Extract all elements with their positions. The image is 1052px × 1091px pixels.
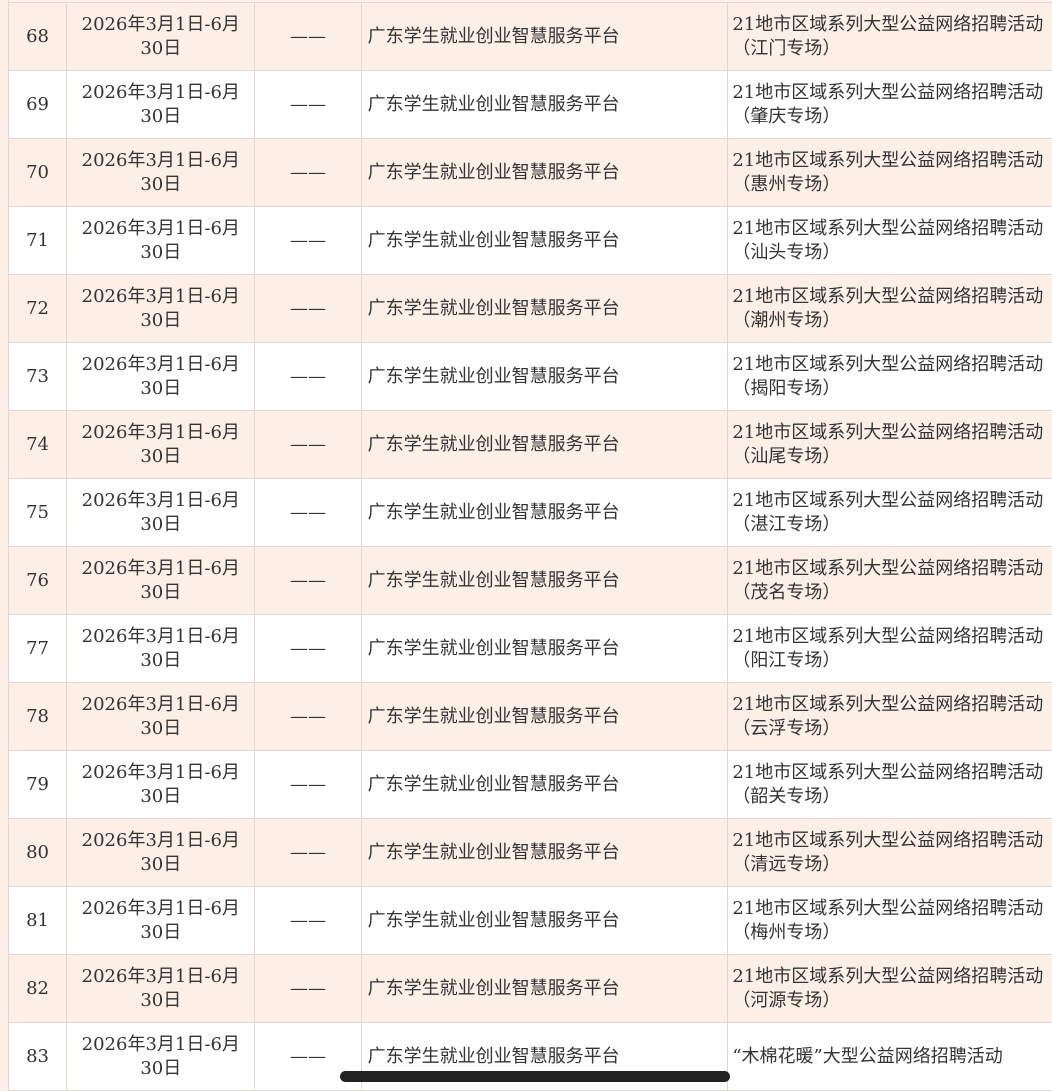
activity-cell: 21地市区域系列大型公益网络招聘活动（湛江专场） (727, 478, 1052, 547)
row-number: 74 (7, 410, 68, 479)
date-cell: 2026年3月1日-6月30日 (66, 410, 256, 479)
date-cell: 2026年3月1日-6月30日 (66, 342, 256, 411)
row-number: 77 (7, 614, 68, 683)
platform-cell: 广东学生就业创业智慧服务平台 (360, 478, 729, 547)
activity-cell: 21地市区域系列大型公益网络招聘活动（河源专场） (727, 954, 1052, 1023)
row-number: 68 (7, 2, 68, 71)
platform-cell: 广东学生就业创业智慧服务平台 (360, 138, 729, 207)
table-row: 77 2026年3月1日-6月30日 —— 广东学生就业创业智慧服务平台 21地市区域系… (7, 614, 1052, 683)
platform-cell: 广东学生就业创业智慧服务平台 (360, 818, 729, 887)
platform-cell: 广东学生就业创业智慧服务平台 (360, 886, 729, 955)
date-cell: 2026年3月1日-6月30日 (66, 274, 256, 343)
organizer-cell: —— (254, 546, 362, 615)
platform-cell: 广东学生就业创业智慧服务平台 (360, 750, 729, 819)
organizer-cell: —— (254, 70, 362, 139)
row-number: 76 (7, 546, 68, 615)
date-cell: 2026年3月1日-6月30日 (66, 750, 256, 819)
activity-cell: 21地市区域系列大型公益网络招聘活动（肇庆专场） (727, 70, 1052, 139)
home-indicator[interactable] (340, 1071, 730, 1082)
date-cell: 2026年3月1日-6月30日 (66, 2, 256, 71)
platform-cell: 广东学生就业创业智慧服务平台 (360, 682, 729, 751)
platform-cell: 广东学生就业创业智慧服务平台 (360, 614, 729, 683)
organizer-cell: —— (254, 410, 362, 479)
activity-cell: 21地市区域系列大型公益网络招聘活动（清远专场） (727, 818, 1052, 887)
activity-cell: 21地市区域系列大型公益网络招聘活动（阳江专场） (727, 614, 1052, 683)
organizer-cell: —— (254, 342, 362, 411)
table-row: 74 2026年3月1日-6月30日 —— 广东学生就业创业智慧服务平台 21地市区域系… (7, 410, 1052, 479)
organizer-cell: —— (254, 614, 362, 683)
row-number: 71 (7, 206, 68, 275)
table-row: 68 2026年3月1日-6月30日 —— 广东学生就业创业智慧服务平台 21地市区域系… (7, 2, 1052, 71)
table-row: 79 2026年3月1日-6月30日 —— 广东学生就业创业智慧服务平台 21地市区域系… (7, 750, 1052, 819)
row-number: 70 (7, 138, 68, 207)
date-cell: 2026年3月1日-6月30日 (66, 614, 256, 683)
activity-cell: 21地市区域系列大型公益网络招聘活动（揭阳专场） (727, 342, 1052, 411)
table-row: 80 2026年3月1日-6月30日 —— 广东学生就业创业智慧服务平台 21地市区域系… (7, 818, 1052, 887)
platform-cell: 广东学生就业创业智慧服务平台 (360, 70, 729, 139)
row-number: 82 (7, 954, 68, 1023)
platform-cell: 广东学生就业创业智慧服务平台 (360, 546, 729, 615)
row-number: 78 (7, 682, 68, 751)
activity-cell: 21地市区域系列大型公益网络招聘活动（云浮专场） (727, 682, 1052, 751)
organizer-cell: —— (254, 682, 362, 751)
organizer-cell: —— (254, 478, 362, 547)
row-number: 80 (7, 818, 68, 887)
date-cell: 2026年3月1日-6月30日 (66, 478, 256, 547)
platform-cell: 广东学生就业创业智慧服务平台 (360, 206, 729, 275)
platform-cell: 广东学生就业创业智慧服务平台 (360, 410, 729, 479)
date-cell: 2026年3月1日-6月30日 (66, 886, 256, 955)
organizer-cell: —— (254, 274, 362, 343)
row-number: 79 (7, 750, 68, 819)
table-row: 83 2026年3月1日-6月30日 —— 广东学生就业创业智慧服务平台 “木棉花暖”大… (7, 1022, 1052, 1091)
platform-cell: 广东学生就业创业智慧服务平台 (360, 342, 729, 411)
organizer-cell: —— (254, 750, 362, 819)
table-row: 69 2026年3月1日-6月30日 —— 广东学生就业创业智慧服务平台 21地市区域系… (7, 70, 1052, 139)
row-number: 72 (7, 274, 68, 343)
date-cell: 2026年3月1日-6月30日 (66, 682, 256, 751)
organizer-cell: —— (254, 138, 362, 207)
activity-cell: 21地市区域系列大型公益网络招聘活动（梅州专场） (727, 886, 1052, 955)
table-row: 73 2026年3月1日-6月30日 —— 广东学生就业创业智慧服务平台 21地市区域系… (7, 342, 1052, 411)
organizer-cell: —— (254, 2, 362, 71)
table-row: 76 2026年3月1日-6月30日 —— 广东学生就业创业智慧服务平台 21地市区域系… (7, 546, 1052, 615)
table-row: 71 2026年3月1日-6月30日 —— 广东学生就业创业智慧服务平台 21地市区域系… (7, 206, 1052, 275)
date-cell: 2026年3月1日-6月30日 (66, 138, 256, 207)
activity-cell: 21地市区域系列大型公益网络招聘活动（汕头专场） (727, 206, 1052, 275)
row-number: 83 (7, 1022, 68, 1091)
activity-cell: 21地市区域系列大型公益网络招聘活动（江门专场） (727, 2, 1052, 71)
activity-cell: 21地市区域系列大型公益网络招聘活动（茂名专场） (727, 546, 1052, 615)
table-row: 75 2026年3月1日-6月30日 —— 广东学生就业创业智慧服务平台 21地市区域系… (7, 478, 1052, 547)
date-cell: 2026年3月1日-6月30日 (66, 206, 256, 275)
table-row: 72 2026年3月1日-6月30日 —— 广东学生就业创业智慧服务平台 21地市区域系… (7, 274, 1052, 343)
date-cell: 2026年3月1日-6月30日 (66, 546, 256, 615)
table-row: 78 2026年3月1日-6月30日 —— 广东学生就业创业智慧服务平台 21地市区域系… (7, 682, 1052, 751)
date-cell: 2026年3月1日-6月30日 (66, 818, 256, 887)
table-row: 70 2026年3月1日-6月30日 —— 广东学生就业创业智慧服务平台 21地市区域系… (7, 138, 1052, 207)
row-number: 75 (7, 478, 68, 547)
row-number: 81 (7, 886, 68, 955)
activity-cell: 21地市区域系列大型公益网络招聘活动（惠州专场） (727, 138, 1052, 207)
recruitment-table: 68 2026年3月1日-6月30日 —— 广东学生就业创业智慧服务平台 21地市区域系… (7, 2, 1052, 1091)
organizer-cell: —— (254, 818, 362, 887)
activity-cell: 21地市区域系列大型公益网络招聘活动（汕尾专场） (727, 410, 1052, 479)
row-number: 73 (7, 342, 68, 411)
platform-cell: 广东学生就业创业智慧服务平台 (360, 954, 729, 1023)
organizer-cell: —— (254, 886, 362, 955)
table-row: 82 2026年3月1日-6月30日 —— 广东学生就业创业智慧服务平台 21地市区域系… (7, 954, 1052, 1023)
activity-cell: “木棉花暖”大型公益网络招聘活动 (727, 1022, 1052, 1091)
organizer-cell: —— (254, 954, 362, 1023)
date-cell: 2026年3月1日-6月30日 (66, 954, 256, 1023)
date-cell: 2026年3月1日-6月30日 (66, 1022, 256, 1091)
platform-cell: 广东学生就业创业智慧服务平台 (360, 274, 729, 343)
activity-cell: 21地市区域系列大型公益网络招聘活动（韶关专场） (727, 750, 1052, 819)
activity-cell: 21地市区域系列大型公益网络招聘活动（潮州专场） (727, 274, 1052, 343)
date-cell: 2026年3月1日-6月30日 (66, 70, 256, 139)
organizer-cell: —— (254, 206, 362, 275)
platform-cell: 广东学生就业创业智慧服务平台 (360, 2, 729, 71)
row-number: 69 (7, 70, 68, 139)
table-row: 81 2026年3月1日-6月30日 —— 广东学生就业创业智慧服务平台 21地市区域系… (7, 886, 1052, 955)
